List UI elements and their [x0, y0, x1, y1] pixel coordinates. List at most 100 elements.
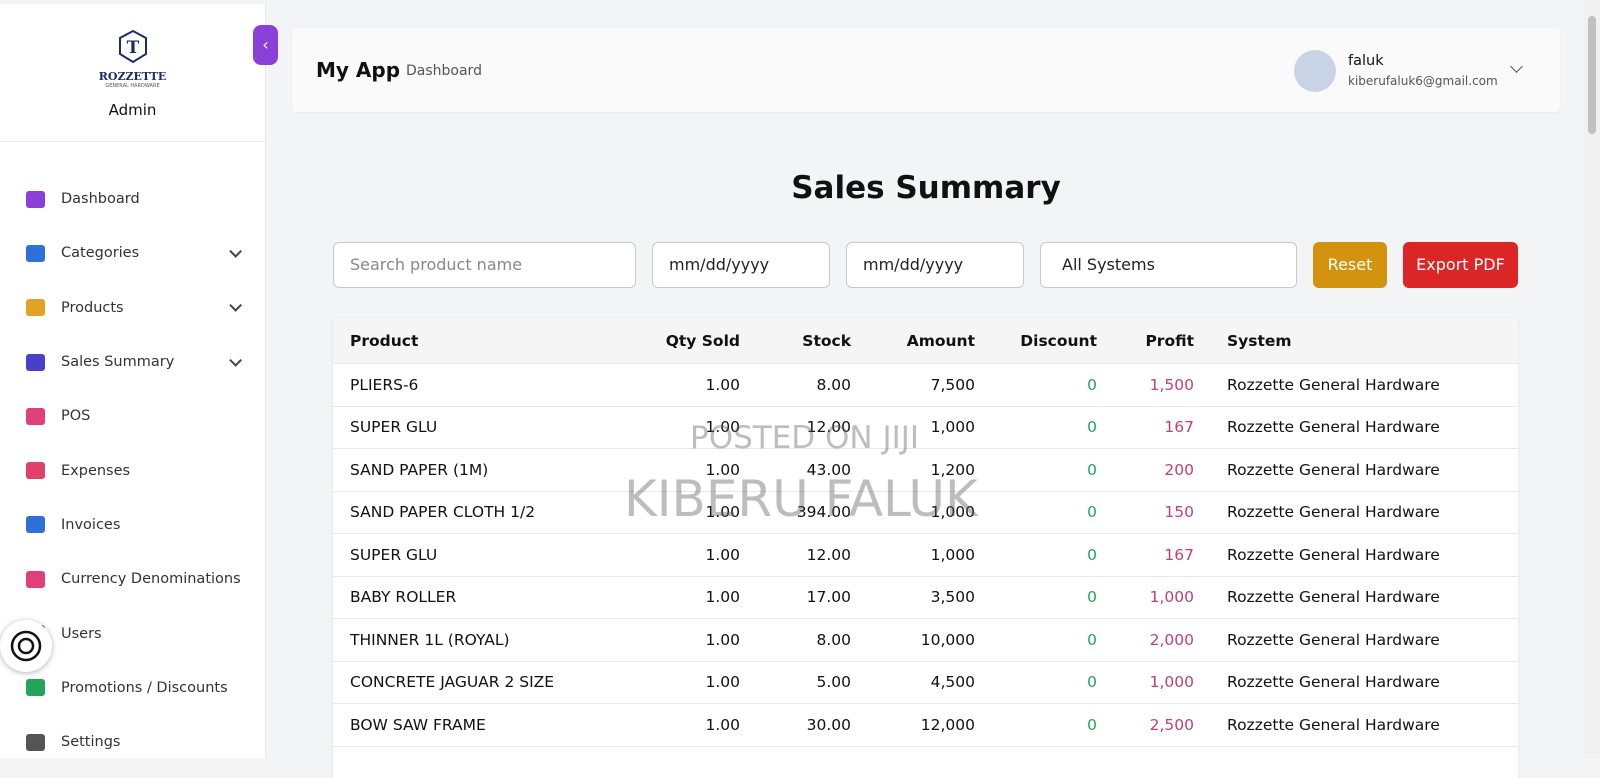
table-row: BABY ROLLER 1.00 17.00 3,500 0 1,000 Rozzette … [333, 577, 1518, 619]
cell: 1.00 [705, 673, 740, 692]
table-row: CONCRETE JAGUAR 2 SIZE 1.00 5.00 4,500 0 1,00… [333, 662, 1518, 704]
cell: 0 [1087, 460, 1097, 479]
cell: 43.00 [806, 460, 851, 479]
table-row: SAND PAPER CLOTH 1/2 1.00 394.00 1,000 0 150 R… [333, 492, 1518, 534]
cell: Rozzette General Hardware [1227, 460, 1440, 479]
nav-chevron [229, 299, 242, 312]
nav-label: Sales Summary [61, 354, 175, 371]
cell: SAND PAPER CLOTH 1/2 [350, 503, 536, 522]
date-from[interactable]: mm/dd/yyyy [652, 242, 830, 288]
cell: 12.00 [806, 545, 851, 564]
nav-label: Users [61, 625, 102, 642]
cell: 0 [1087, 630, 1097, 649]
export-button[interactable]: Export PDF [1403, 242, 1518, 288]
app-name[interactable]: My App [316, 58, 401, 82]
breadcrumb[interactable]: Dashboard [406, 63, 482, 79]
cell: 10,000 [920, 630, 975, 649]
cell: Rozzette General Hardware [1227, 375, 1440, 394]
nav-icon [26, 190, 45, 208]
reset-button[interactable]: Reset [1313, 242, 1387, 288]
cell: 4,500 [930, 673, 975, 692]
nav-icon [26, 244, 45, 262]
logo: T [118, 29, 147, 64]
nav: Dashboard Categories Products Sales Summary… [0, 172, 266, 769]
page-title: Sales Summary [791, 170, 1061, 206]
floating-icon [10, 630, 42, 662]
nav-label: Settings [61, 734, 121, 751]
brand-name: ROZZETTE [98, 70, 167, 83]
cell: 1.00 [705, 418, 740, 437]
avatar[interactable] [1294, 50, 1336, 92]
nav-label: Currency Denominations [61, 571, 241, 588]
cell: Rozzette General Hardware [1227, 503, 1440, 522]
cell: Rozzette General Hardware [1227, 545, 1440, 564]
cell: Rozzette General Hardware [1227, 588, 1440, 607]
cell: 0 [1087, 375, 1097, 394]
nav-item[interactable]: Promotions / Discounts [0, 661, 266, 715]
nav-item[interactable]: Settings [0, 715, 266, 769]
nav-item[interactable]: Invoices [0, 498, 266, 552]
floating-button[interactable] [0, 620, 52, 672]
cell: 0 [1087, 545, 1097, 564]
cell: 1,000 [930, 503, 975, 522]
nav-icon [26, 570, 45, 588]
table-row: PLIERS-6 1.00 8.00 7,500 0 1,500 Rozzette Gene… [333, 364, 1518, 407]
nav-chevron [229, 353, 242, 367]
scroll-thumb[interactable] [1588, 16, 1596, 134]
cell: Rozzette General Hardware [1227, 418, 1440, 437]
top-bar: My App Dashboard faluk kiberufaluk6@gmai… [292, 28, 1560, 112]
cell: 7,500 [930, 375, 975, 394]
nav-label: Expenses [61, 462, 131, 479]
nav-item[interactable]: Currency Denominations [0, 552, 266, 606]
cell: 2,500 [1149, 715, 1194, 734]
scrollbar[interactable] [1584, 0, 1600, 758]
date-to[interactable]: mm/dd/yyyy [846, 242, 1024, 288]
nav-label: Categories [61, 245, 140, 262]
cell: 1,200 [930, 460, 975, 479]
user-menu[interactable] [1510, 60, 1523, 73]
column-header: Product [350, 331, 419, 350]
nav-label: Products [61, 299, 124, 316]
sales-table: Product Qty Sold Stock Amount Discount Profit… [333, 318, 1518, 778]
cell: BOW SAW FRAME [350, 715, 486, 734]
collapse-button[interactable]: ‹ [253, 25, 278, 65]
cell: 167 [1164, 418, 1194, 437]
header-row: Product Qty Sold Stock Amount Discount Profit… [333, 318, 1518, 364]
nav-icon [26, 353, 45, 371]
nav-item[interactable]: Categories [0, 226, 266, 280]
cell: 394.00 [796, 503, 851, 522]
nav-item[interactable]: Sales Summary [0, 335, 266, 389]
cell: 1.00 [705, 503, 740, 522]
column-header: Qty Sold [665, 331, 740, 350]
brand-tagline: GENERAL HARDWARE [105, 83, 160, 89]
cell: 5.00 [816, 673, 851, 692]
column-header: System [1227, 331, 1292, 350]
role: Admin [108, 101, 157, 119]
cell: Rozzette General Hardware [1227, 673, 1440, 692]
cell: 8.00 [816, 375, 851, 394]
cell: CONCRETE JAGUAR 2 SIZE [350, 673, 555, 692]
column-header: Discount [1020, 331, 1097, 350]
nav-label: Invoices [61, 516, 121, 533]
cell: 1,000 [930, 545, 975, 564]
nav-item[interactable]: Products [0, 281, 266, 335]
nav-chevron [229, 244, 242, 258]
cell: 3,500 [930, 588, 975, 607]
search-input[interactable]: Search product name [333, 242, 636, 288]
nav-item[interactable]: Dashboard [0, 172, 266, 226]
system-select[interactable]: All Systems [1040, 242, 1297, 288]
cell: 1.00 [705, 375, 740, 394]
cell: 0 [1087, 673, 1097, 692]
nav-item[interactable]: Expenses [0, 443, 266, 497]
watermark: KIBERU FALUK [624, 470, 978, 528]
user-email: kiberufaluk6@gmail.com [1348, 74, 1498, 88]
table-row: SAND PAPER (1M) 1.00 43.00 1,200 0 200 Rozzett… [333, 449, 1518, 492]
nav-item[interactable]: POS [0, 389, 266, 443]
cell: SUPER GLU [350, 545, 438, 564]
watermark: POSTED ON JIJI [690, 420, 920, 456]
nav-icon [26, 679, 45, 697]
cell: 200 [1164, 460, 1194, 479]
cell: 1.00 [705, 460, 740, 479]
